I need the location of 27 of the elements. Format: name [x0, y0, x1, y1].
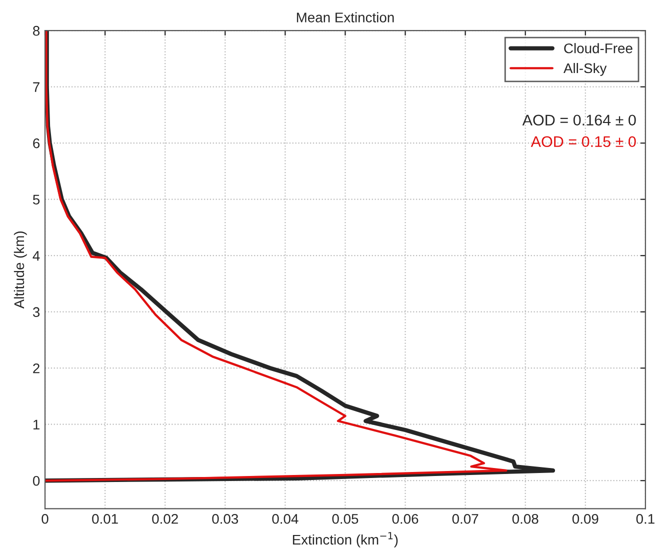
y-tick-label: 3 — [32, 307, 40, 318]
x-tick-label: 0.03 — [212, 514, 238, 524]
y-axis-title: Altitude (km) — [14, 232, 27, 309]
x-tick-label: 0.02 — [152, 514, 178, 524]
y-tick-label: 5 — [32, 194, 40, 205]
x-tick-label: 0.05 — [332, 514, 358, 524]
x-tick-label: 0.1 — [636, 514, 654, 524]
x-tick-label: 0.01 — [92, 514, 118, 524]
x-tick-label: 0.06 — [392, 514, 418, 524]
y-tick-label: 4 — [32, 251, 40, 261]
x-tick-label: 0.09 — [572, 514, 598, 524]
chart-title: Mean Extinction — [296, 12, 394, 22]
x-axis-title: Extinction (km$^{−1}$) — [292, 532, 398, 548]
x-tick-label: 0.08 — [512, 514, 538, 524]
legend-label: Cloud-Free — [564, 43, 632, 54]
y-tick-label: 1 — [33, 420, 40, 430]
y-tick-label: 8 — [33, 26, 40, 36]
annotation: AOD = 0.15 ± 0 — [530, 136, 636, 148]
y-tick-label: 7 — [33, 82, 40, 92]
legend-label: All-Sky — [564, 62, 607, 76]
x-tick-label: 0 — [42, 514, 48, 524]
x-tick-label: 0.07 — [452, 514, 478, 524]
x-tick-label: 0.04 — [272, 514, 298, 524]
y-tick-label: 0 — [32, 476, 40, 486]
y-tick-label: 6 — [33, 138, 40, 148]
y-tick-label: 2 — [33, 363, 40, 374]
annotation: AOD = 0.164 ± 0 — [522, 114, 636, 126]
